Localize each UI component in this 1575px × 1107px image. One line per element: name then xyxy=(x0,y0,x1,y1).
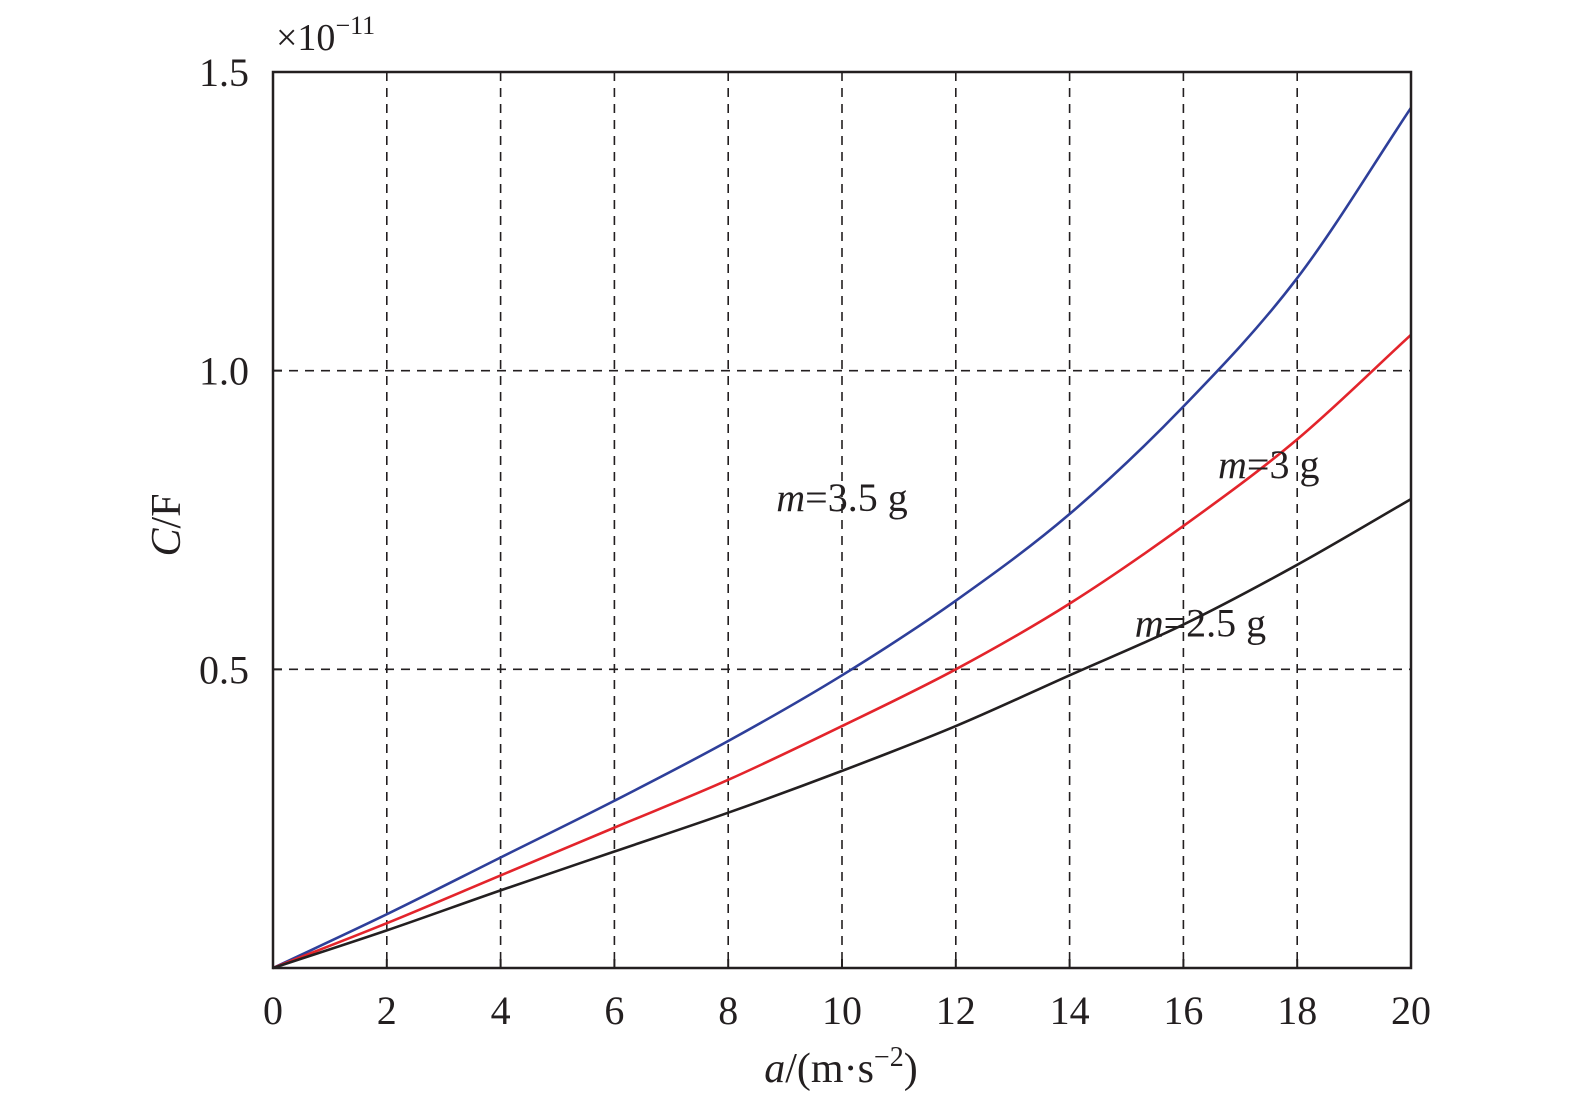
x-tick-label: 4 xyxy=(491,988,511,1033)
y-axis-title: C/F xyxy=(144,493,190,556)
series-line-m-2-5g xyxy=(272,497,1412,970)
series-line-m-3-5g xyxy=(272,107,1413,970)
series-label-m-3-5g: m=3.5 g xyxy=(776,475,907,520)
label-layer: ×10−11 a/(m·s−2) C/F m=3.5 g m=3 g m=2.5 g xyxy=(144,11,1319,1092)
x-tick-label: 18 xyxy=(1277,988,1317,1033)
series-label-m-3g: m=3 g xyxy=(1218,442,1319,487)
x-tick-label: 16 xyxy=(1163,988,1203,1033)
x-tick-label: 8 xyxy=(718,988,738,1033)
series-layer xyxy=(272,107,1413,970)
x-axis-title: a/(m·s−2) xyxy=(764,1042,917,1092)
y-tick-label: 1.5 xyxy=(199,50,249,95)
x-tick-label: 10 xyxy=(822,988,862,1033)
grid-layer xyxy=(273,72,1411,968)
series-line-m-3g xyxy=(272,333,1412,970)
x-tick-label: 2 xyxy=(377,988,397,1033)
x-tick-label: 14 xyxy=(1050,988,1090,1033)
x-tick-label: 0 xyxy=(263,988,283,1033)
x-tick-label: 6 xyxy=(604,988,624,1033)
series-label-m-2-5g: m=2.5 g xyxy=(1135,600,1266,645)
y-tick-label: 0.5 xyxy=(199,647,249,692)
y-tick-label: 1.0 xyxy=(199,349,249,394)
x-tick-label: 20 xyxy=(1391,988,1431,1033)
x-tick-label: 12 xyxy=(936,988,976,1033)
y-multiplier-label: ×10−11 xyxy=(276,11,375,59)
tick-layer: 0 2 4 6 8 10 12 14 16 18 20 0.5 1.0 1.5 xyxy=(199,50,1431,1033)
